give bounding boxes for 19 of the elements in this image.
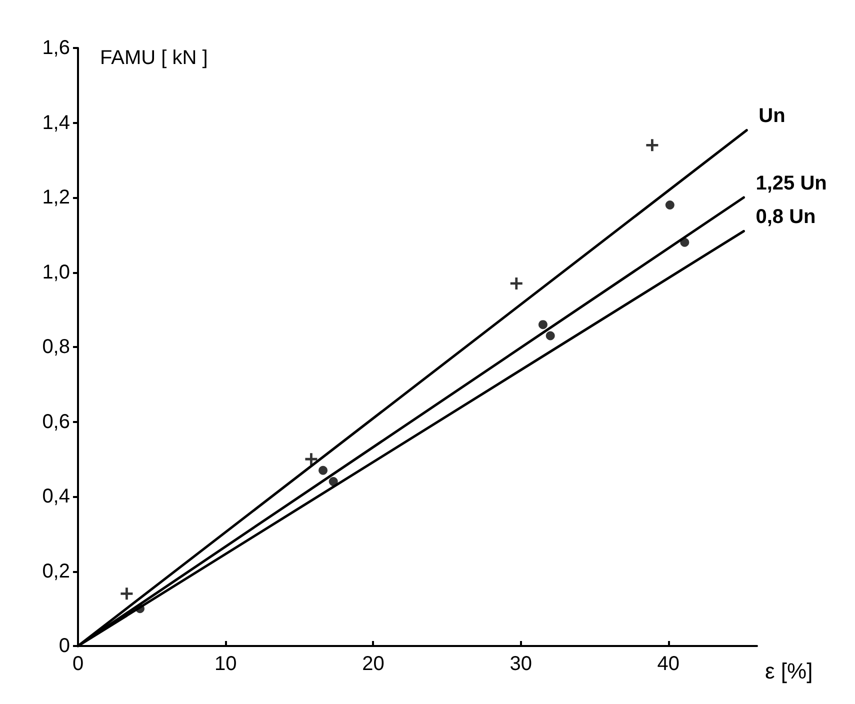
y-tick-label: 0,6 <box>42 410 70 433</box>
x-tick-label: 40 <box>657 653 680 675</box>
y-tick-label: 1,6 <box>42 37 70 59</box>
y-tick-label: 0,4 <box>42 486 70 508</box>
series-label: 0,8 Un <box>756 206 816 228</box>
x-axis-title: ε [%] <box>765 658 813 684</box>
y-tick-label: 0,2 <box>42 560 70 582</box>
y-tick-label: 1,2 <box>42 186 70 208</box>
y-axis-title: FAMU [ kN ] <box>100 47 208 69</box>
x-tick-label: 0 <box>72 653 84 675</box>
series-label: 1,25 Un <box>756 172 827 194</box>
x-tick-label: 30 <box>510 653 532 675</box>
x-tick-label: 10 <box>214 653 237 675</box>
y-tick-label: 1,4 <box>42 112 70 134</box>
y-tick-label: 1,0 <box>42 261 70 284</box>
y-tick-label: 0,8 <box>42 336 70 358</box>
series-label: Un <box>758 105 786 128</box>
x-tick-label: 20 <box>362 653 384 675</box>
y-tick-label: 0 <box>58 635 70 657</box>
